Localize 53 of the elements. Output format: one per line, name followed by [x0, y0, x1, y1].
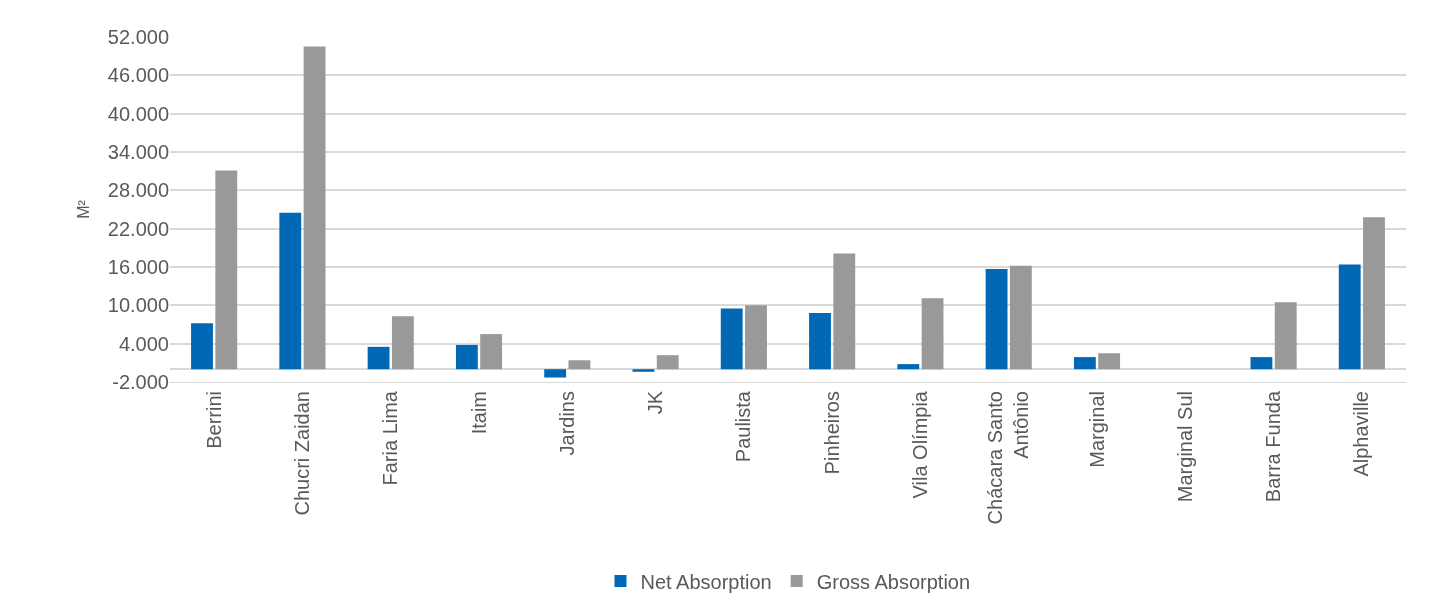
x-tick-label: Chucri Zaidan — [290, 391, 313, 516]
bar — [985, 268, 1008, 370]
bar — [1363, 217, 1385, 370]
y-tick-label: 16.000 — [107, 256, 169, 278]
bar — [745, 305, 767, 370]
bar — [1274, 302, 1297, 370]
bar — [632, 369, 655, 372]
bar — [391, 316, 414, 370]
y-tick-label: 34.000 — [107, 141, 169, 163]
x-tick-label: Vila Olímpia — [908, 390, 931, 499]
y-tick-label: 52.000 — [107, 26, 169, 48]
x-tick-label: Marginal Sul — [1173, 391, 1196, 503]
bar — [568, 360, 591, 370]
bar — [1250, 357, 1273, 370]
y-axis-title: M² — [74, 199, 92, 219]
y-tick-label: 10.000 — [107, 294, 169, 317]
x-tick-label: Barra Funda — [1262, 390, 1285, 503]
bar — [656, 355, 679, 370]
x-tick-label: Berrini — [202, 391, 225, 449]
bar — [215, 170, 238, 370]
x-tick-label: Chácara Santo Antônio — [984, 391, 1033, 525]
x-tick-label: Marginal — [1085, 391, 1108, 468]
bar — [544, 369, 567, 378]
bar — [1098, 353, 1121, 370]
y-tick-label: 22.000 — [107, 217, 169, 240]
bar — [191, 323, 213, 370]
x-tick-label: Paulista — [732, 390, 755, 463]
bar — [809, 313, 831, 370]
bar — [1338, 264, 1361, 370]
y-tick-label: 28.000 — [107, 179, 169, 202]
bar — [455, 344, 478, 370]
legend-label: Net Absorption — [640, 570, 772, 593]
bar — [1009, 265, 1032, 370]
y-tick-label: 40.000 — [107, 102, 169, 125]
bar — [303, 46, 326, 370]
bar — [1073, 357, 1096, 370]
bar — [720, 308, 743, 370]
y-tick-label: 4.000 — [118, 332, 169, 355]
y-tick-label: 46.000 — [107, 64, 169, 87]
bar — [897, 364, 920, 370]
y-tick-label: -2.000 — [112, 371, 169, 393]
bar — [833, 253, 856, 370]
x-tick-label: Pinheiros — [820, 391, 843, 475]
bar — [367, 346, 390, 370]
x-tick-label: Alphaville — [1350, 391, 1373, 477]
bar — [921, 298, 944, 370]
bar — [480, 334, 503, 370]
legend-label: Gross Absorption — [816, 570, 971, 593]
bar — [279, 212, 302, 370]
x-tick-label: Itaim — [467, 391, 490, 435]
x-tick-label: Faria Lima — [379, 390, 402, 486]
x-tick-label: JK — [644, 390, 667, 415]
x-tick-label: Jardins — [555, 391, 578, 456]
